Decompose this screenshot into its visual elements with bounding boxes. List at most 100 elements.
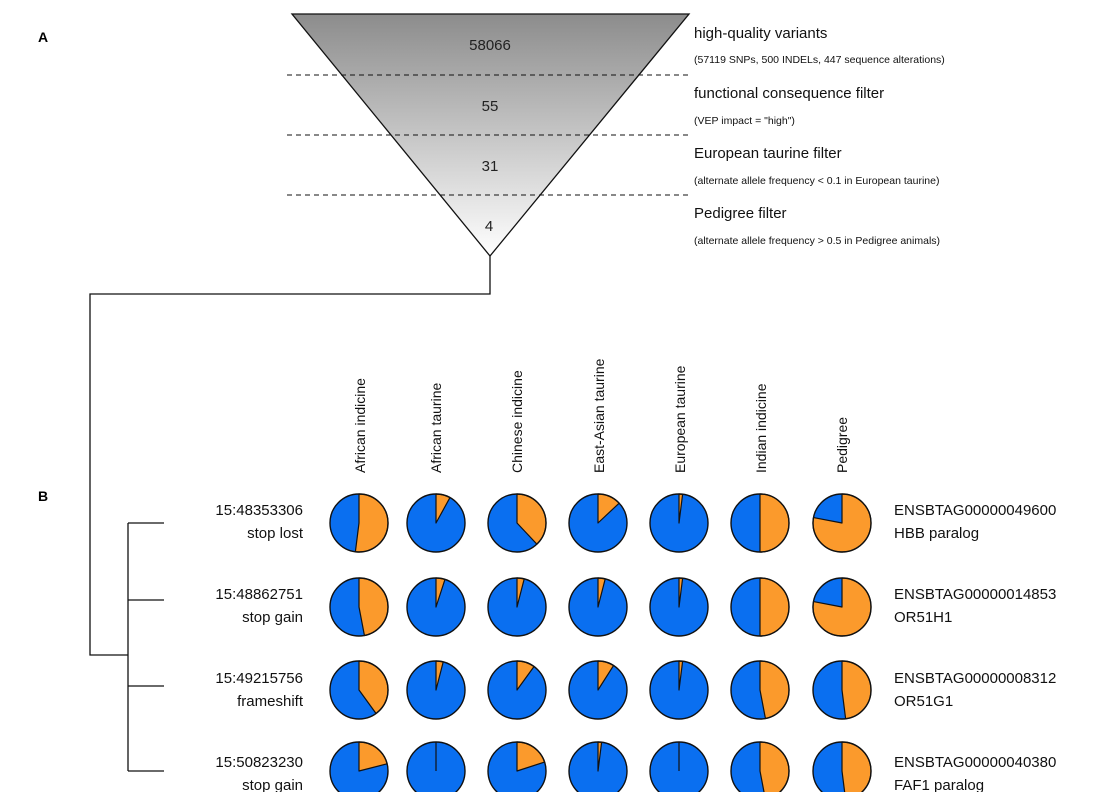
filter-title-2: European taurine filter [694, 145, 842, 162]
funnel-count-2: 31 [482, 158, 499, 175]
pie-alternate-slice [759, 577, 790, 637]
allele-pie [406, 577, 466, 637]
filter-descriptions: high-quality variants (57119 SNPs, 500 I… [694, 25, 945, 247]
allele-pie [487, 741, 547, 792]
pie-outline [812, 741, 872, 792]
gene-id-2: ENSBTAG00000008312 [894, 670, 1056, 687]
pie-outline [329, 577, 389, 637]
pie-outline [568, 577, 628, 637]
allele-pie [812, 741, 872, 792]
allele-pie [568, 660, 628, 720]
funnel-counts: 58066 55 31 4 [469, 37, 511, 235]
population-label-4: European taurine [672, 365, 688, 473]
filter-subtitle-2: (alternate allele frequency < 0.1 in Eur… [694, 175, 939, 187]
allele-pie [649, 660, 709, 720]
population-label-2: Chinese indicine [509, 370, 525, 473]
allele-pie [406, 660, 466, 720]
variant-tree [127, 522, 164, 772]
pie-outline [649, 660, 709, 720]
filter-subtitle-1: (VEP impact = "high") [694, 115, 795, 127]
pie-outline [649, 493, 709, 553]
variant-position-1: 15:48862751 [215, 586, 303, 603]
filter-subtitle-0: (57119 SNPs, 500 INDELs, 447 sequence al… [694, 54, 945, 66]
variant-consequence-1: stop gain [242, 609, 303, 626]
allele-pie [329, 660, 389, 720]
pie-outline [730, 577, 790, 637]
connector-line [89, 256, 491, 656]
allele-pie [730, 741, 790, 792]
pie-outline [487, 493, 547, 553]
pie-alternate-slice [759, 741, 790, 792]
gene-id-0: ENSBTAG00000049600 [894, 502, 1056, 519]
allele-pie [730, 660, 790, 720]
allele-pie [568, 741, 628, 792]
pie-outline [812, 493, 872, 553]
allele-pie [649, 577, 709, 637]
filter-title-3: Pedigree filter [694, 205, 787, 222]
gene-labels: ENSBTAG00000049600 HBB paralog ENSBTAG00… [894, 502, 1056, 792]
allele-pie [649, 493, 709, 553]
filter-title-1: functional consequence filter [694, 85, 884, 102]
pie-outline [487, 577, 547, 637]
allele-pie [406, 741, 466, 792]
population-labels: African indicine African taurine Chinese… [352, 358, 850, 473]
allele-pie [812, 660, 872, 720]
allele-pie [329, 577, 389, 637]
pie-outline [730, 493, 790, 553]
allele-pie [568, 577, 628, 637]
funnel-count-1: 55 [482, 98, 499, 115]
pie-outline [329, 493, 389, 553]
population-label-1: African taurine [428, 383, 444, 473]
variant-position-3: 15:50823230 [215, 754, 303, 771]
panel-label-a: A [38, 29, 48, 45]
pie-outline [649, 741, 709, 792]
variant-consequence-3: stop gain [242, 777, 303, 792]
pie-outline [649, 577, 709, 637]
allele-pie [487, 660, 547, 720]
allele-pie [487, 493, 547, 553]
allele-pie [329, 741, 389, 792]
filter-title-0: high-quality variants [694, 25, 827, 42]
allele-pie [568, 493, 628, 553]
gene-name-2: OR51G1 [894, 693, 953, 710]
gene-name-1: OR51H1 [894, 609, 952, 626]
pie-outline [487, 741, 547, 792]
pie-alternate-slice [759, 493, 790, 553]
pie-outline [730, 741, 790, 792]
gene-id-1: ENSBTAG00000014853 [894, 586, 1056, 603]
allele-pie [730, 493, 790, 553]
pie-outline [487, 660, 547, 720]
population-label-5: Indian indicine [753, 383, 769, 473]
pie-outline [406, 577, 466, 637]
variant-consequence-0: stop lost [247, 525, 304, 542]
variant-position-0: 15:48353306 [215, 502, 303, 519]
pie-outline [329, 741, 389, 792]
variant-position-2: 15:49215756 [215, 670, 303, 687]
pie-outline [329, 660, 389, 720]
pie-alternate-slice [358, 577, 389, 637]
population-label-6: Pedigree [834, 417, 850, 473]
pie-outline [730, 660, 790, 720]
allele-frequency-pies [329, 493, 872, 792]
pie-alternate-slice [841, 741, 872, 792]
allele-pie [406, 493, 466, 553]
pie-outline [406, 741, 466, 792]
pie-outline [568, 660, 628, 720]
allele-pie [730, 577, 790, 637]
pie-outline [406, 493, 466, 553]
allele-pie [812, 493, 872, 553]
gene-name-0: HBB paralog [894, 525, 979, 542]
allele-pie [812, 577, 872, 637]
pie-alternate-slice [759, 660, 790, 720]
gene-name-3: FAF1 paralog [894, 777, 984, 792]
gene-id-3: ENSBTAG00000040380 [894, 754, 1056, 771]
pie-alternate-slice [354, 493, 389, 553]
population-label-3: East-Asian taurine [591, 358, 607, 473]
pie-outline [568, 493, 628, 553]
population-label-0: African indicine [352, 378, 368, 473]
allele-pie [649, 741, 709, 792]
funnel-count-0: 58066 [469, 37, 511, 54]
funnel-count-3: 4 [485, 218, 493, 235]
